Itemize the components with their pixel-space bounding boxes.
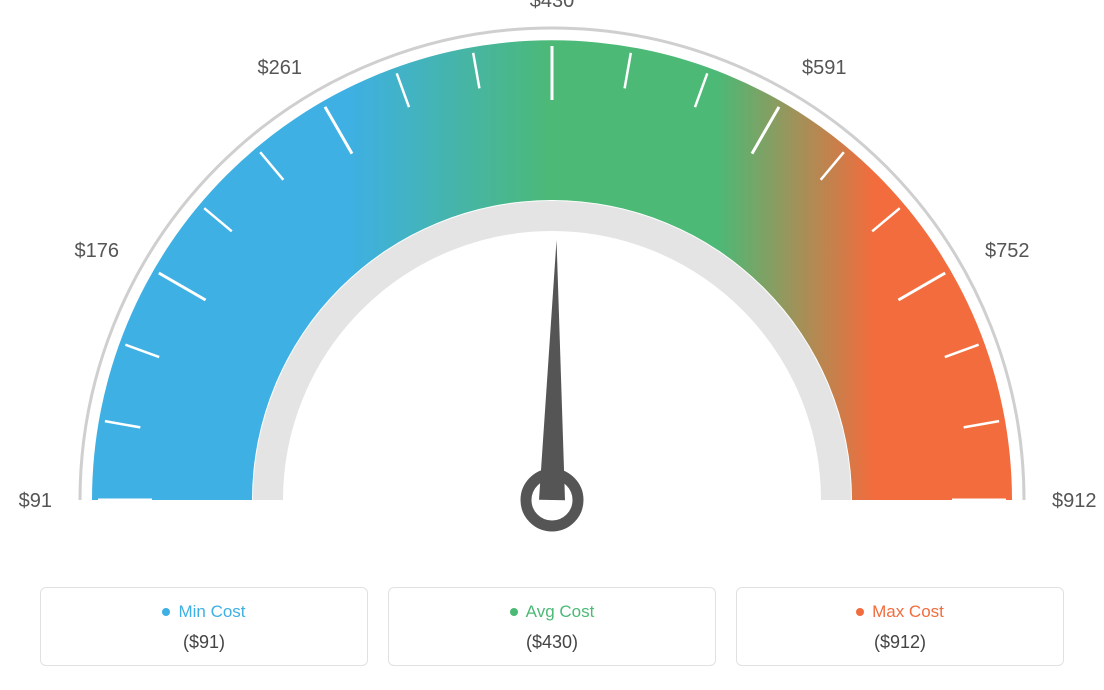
tick-label: $912 (1052, 490, 1097, 512)
legend-value: ($912) (747, 632, 1053, 653)
legend: Min Cost ($91) Avg Cost ($430) Max Cost ($912… (40, 587, 1064, 666)
legend-dot-icon (510, 608, 518, 616)
legend-value: ($91) (51, 632, 357, 653)
legend-dot-icon (162, 608, 170, 616)
legend-title: Min Cost (162, 602, 245, 622)
legend-title: Avg Cost (510, 602, 595, 622)
legend-title: Max Cost (856, 602, 944, 622)
legend-card-avg: Avg Cost ($430) (388, 587, 716, 666)
tick-label: $591 (802, 57, 847, 79)
legend-title-text: Min Cost (178, 602, 245, 622)
cost-gauge-chart: $91 $176 $261 $430 $591 $752 $912 Min Cost ($91… (0, 0, 1104, 690)
tick-label: $91 (19, 490, 52, 512)
tick-label: $261 (258, 57, 303, 79)
legend-value: ($430) (399, 632, 705, 653)
legend-card-min: Min Cost ($91) (40, 587, 368, 666)
tick-label: $752 (985, 240, 1030, 262)
legend-title-text: Max Cost (872, 602, 944, 622)
legend-dot-icon (856, 608, 864, 616)
tick-label: $430 (530, 0, 575, 12)
legend-card-max: Max Cost ($912) (736, 587, 1064, 666)
needle (539, 240, 565, 500)
tick-label: $176 (74, 240, 119, 262)
gauge-svg: $91 $176 $261 $430 $591 $752 $912 (0, 0, 1104, 560)
legend-title-text: Avg Cost (526, 602, 595, 622)
